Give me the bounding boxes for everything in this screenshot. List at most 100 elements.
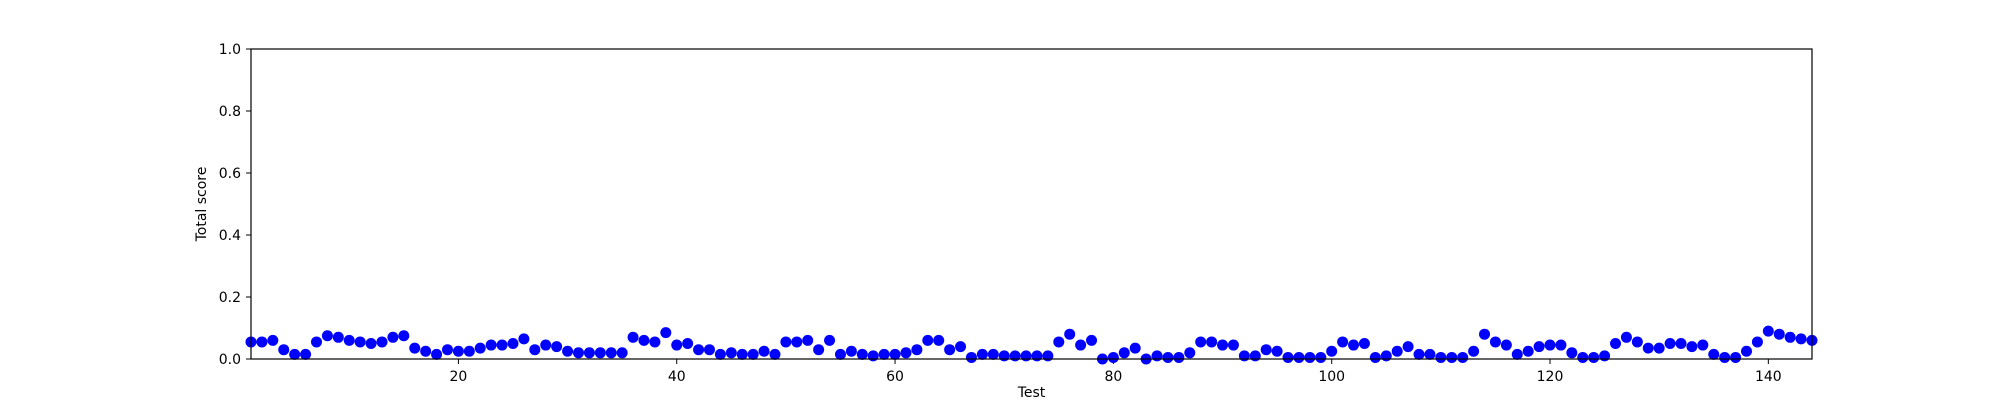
data-point bbox=[1053, 336, 1065, 348]
data-point bbox=[769, 348, 781, 360]
data-point bbox=[1206, 336, 1218, 348]
data-point bbox=[955, 341, 967, 353]
data-point bbox=[1217, 339, 1229, 351]
data-point bbox=[671, 339, 683, 351]
data-point bbox=[267, 334, 279, 346]
data-point bbox=[791, 336, 803, 348]
data-point bbox=[1413, 348, 1425, 360]
data-point bbox=[1555, 339, 1567, 351]
data-point bbox=[867, 350, 879, 362]
x-axis-ticks: 20 40 60 80 100 120 140 bbox=[449, 359, 1782, 385]
data-point bbox=[354, 336, 366, 348]
data-point bbox=[1642, 342, 1654, 354]
data-point bbox=[1479, 328, 1491, 340]
data-point bbox=[856, 348, 868, 360]
data-point bbox=[758, 345, 770, 357]
plot-frame bbox=[250, 48, 1813, 360]
data-point bbox=[1730, 351, 1742, 363]
data-point bbox=[518, 333, 530, 345]
data-point bbox=[1020, 350, 1032, 362]
data-point bbox=[332, 331, 344, 343]
data-point bbox=[1162, 351, 1174, 363]
data-point bbox=[1380, 350, 1392, 362]
data-point bbox=[496, 339, 508, 351]
data-point bbox=[1315, 351, 1327, 363]
data-point bbox=[1184, 347, 1196, 359]
data-point bbox=[944, 344, 956, 356]
data-point bbox=[714, 348, 726, 360]
data-point bbox=[387, 331, 399, 343]
data-point bbox=[1577, 351, 1589, 363]
y-axis-label: Total score bbox=[194, 167, 210, 243]
data-point bbox=[540, 339, 552, 351]
data-point bbox=[409, 342, 421, 354]
data-point bbox=[365, 338, 377, 349]
data-point bbox=[616, 347, 628, 359]
data-point bbox=[1631, 336, 1643, 348]
data-point bbox=[1358, 338, 1370, 349]
data-point bbox=[649, 336, 661, 348]
x-tick-label: 120 bbox=[1537, 369, 1564, 385]
data-point bbox=[1686, 341, 1698, 353]
data-point bbox=[1391, 345, 1403, 357]
data-point bbox=[1620, 331, 1632, 343]
data-point bbox=[1784, 331, 1796, 343]
data-point bbox=[834, 348, 846, 360]
data-point bbox=[1118, 347, 1130, 359]
data-point bbox=[1719, 351, 1731, 363]
data-point bbox=[485, 339, 497, 351]
y-tick-label: 1.0 bbox=[219, 42, 241, 58]
data-point bbox=[1697, 339, 1709, 351]
data-point bbox=[1009, 350, 1021, 362]
data-point bbox=[1326, 345, 1338, 357]
data-point bbox=[551, 341, 563, 353]
data-point bbox=[1599, 350, 1611, 362]
data-point bbox=[1282, 351, 1294, 363]
data-point bbox=[1293, 351, 1305, 363]
data-point bbox=[987, 348, 999, 360]
data-point bbox=[638, 334, 650, 346]
data-point bbox=[627, 331, 639, 343]
data-point bbox=[474, 342, 486, 354]
data-point bbox=[1075, 339, 1087, 351]
data-point bbox=[813, 344, 825, 356]
data-point bbox=[1489, 336, 1501, 348]
data-point bbox=[343, 334, 355, 346]
data-point bbox=[1653, 342, 1665, 354]
data-point bbox=[1610, 338, 1622, 349]
data-point bbox=[998, 350, 1010, 362]
data-point bbox=[1195, 336, 1207, 348]
data-point bbox=[1064, 328, 1076, 340]
data-point bbox=[529, 344, 541, 356]
data-point bbox=[572, 347, 584, 359]
data-point bbox=[278, 344, 290, 356]
data-point bbox=[1042, 350, 1054, 362]
data-point bbox=[1544, 339, 1556, 351]
data-point bbox=[1795, 333, 1807, 345]
data-point bbox=[1304, 351, 1316, 363]
data-point bbox=[583, 347, 595, 359]
x-tick-label: 60 bbox=[886, 369, 904, 385]
data-point bbox=[780, 336, 792, 348]
data-point bbox=[1446, 351, 1458, 363]
data-point bbox=[1522, 345, 1534, 357]
data-point bbox=[693, 344, 705, 356]
y-tick-label: 0.0 bbox=[219, 352, 241, 368]
data-point bbox=[1741, 345, 1753, 357]
data-point bbox=[1227, 339, 1239, 351]
y-tick-label: 0.4 bbox=[219, 228, 241, 244]
data-point bbox=[1566, 347, 1578, 359]
data-point bbox=[431, 348, 443, 360]
y-tick-label: 0.2 bbox=[219, 290, 241, 306]
y-tick-label: 0.8 bbox=[219, 104, 241, 120]
data-point bbox=[1238, 350, 1250, 362]
data-point bbox=[594, 347, 606, 359]
data-point bbox=[1086, 334, 1098, 346]
data-point bbox=[1762, 325, 1774, 337]
data-point bbox=[725, 347, 737, 359]
data-point bbox=[1151, 350, 1163, 362]
data-point bbox=[1533, 341, 1545, 353]
data-point bbox=[376, 336, 388, 348]
data-point bbox=[1457, 351, 1469, 363]
